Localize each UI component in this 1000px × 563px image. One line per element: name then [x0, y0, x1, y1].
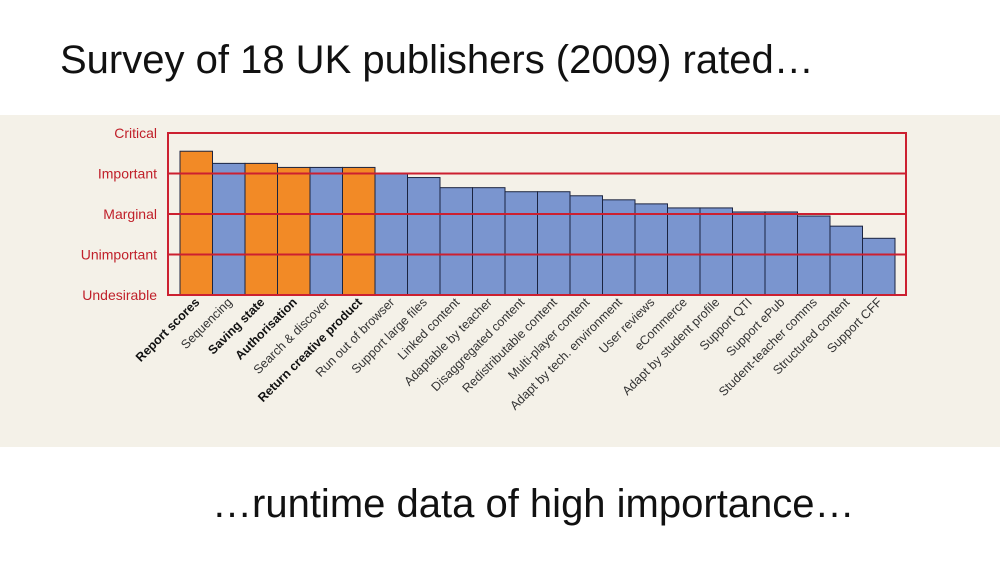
bar-linked-content [439, 187, 473, 296]
bar-authorisation [277, 166, 311, 296]
bar-multi-player-content [569, 195, 603, 296]
y-tick-label: Important [98, 166, 157, 182]
bar-chart: Undesirable Unimportant Marginal Important C… [81, 125, 907, 413]
bar-search-discover [309, 166, 343, 296]
bar-redistributable-content [537, 191, 571, 296]
bar-support-large-files [407, 177, 441, 296]
bar-support-qti [732, 211, 766, 296]
bars-group [179, 150, 896, 296]
slide-title: Survey of 18 UK publishers (2009) rated… [60, 38, 814, 82]
bar-ecommerce [667, 207, 701, 296]
bar-run-out-of-browser [374, 173, 408, 296]
chart-panel: Undesirable Unimportant Marginal Important C… [0, 115, 1000, 447]
grid-group [167, 132, 907, 296]
bar-user-reviews [634, 203, 668, 296]
bar-disaggregated-content [504, 191, 538, 296]
y-tick-label: Unimportant [81, 247, 157, 263]
bar-student-teacher-comms [797, 215, 831, 296]
bar-sequencing [212, 162, 246, 296]
bar-adapt-by-tech-environment [602, 199, 636, 296]
bar-support-cff [862, 237, 896, 296]
bar-adaptable-by-teacher [472, 187, 506, 296]
y-tick-label: Critical [114, 125, 157, 141]
bar-report-scores [179, 150, 213, 296]
y-tick-label: Undesirable [82, 287, 157, 303]
y-tick-labels: Undesirable Unimportant Marginal Important C… [81, 125, 157, 303]
y-tick-label: Marginal [103, 206, 157, 222]
bar-adapt-by-student-profile [699, 207, 733, 296]
bar-support-epub [764, 211, 798, 296]
bar-saving-state [244, 162, 278, 296]
bar-structured-content [829, 225, 863, 296]
slide-footer: …runtime data of high importance… [212, 482, 855, 526]
bar-return-creative-product [342, 166, 376, 296]
